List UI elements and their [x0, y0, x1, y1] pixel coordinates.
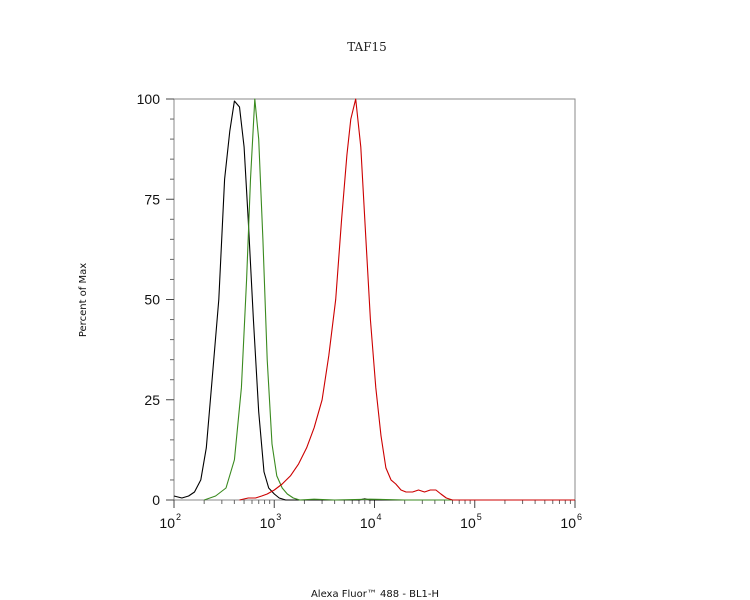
- x-tick-label: 10: [360, 515, 376, 531]
- series-line-1: [173, 100, 575, 501]
- y-tick-label: 0: [152, 492, 160, 508]
- y-tick-label: 100: [137, 91, 161, 107]
- x-tick-exponent: 2: [176, 512, 181, 522]
- x-tick-exponent: 5: [477, 512, 482, 522]
- series-line-2: [204, 98, 575, 501]
- x-major-ticks: [173, 500, 576, 508]
- x-tick-labels: 10 2 10 3 10 4 10 5 10 6: [159, 512, 582, 531]
- x-minor-ticks: [203, 500, 571, 504]
- y-tick-label: 25: [144, 392, 160, 408]
- x-tick-exponent: 4: [377, 512, 382, 522]
- y-axis-label: Percent of Max: [78, 263, 89, 337]
- x-tick-label: 10: [260, 515, 276, 531]
- plot-frame: [173, 98, 576, 501]
- x-tick-label: 10: [460, 515, 476, 531]
- x-tick-exponent: 3: [276, 512, 281, 522]
- series-layer: [173, 98, 575, 501]
- y-minor-ticks: [170, 118, 174, 481]
- y-major-ticks: [166, 98, 174, 501]
- x-tick-label: 10: [159, 515, 175, 531]
- x-axis-label: Alexa Fluor™ 488 - BL1-H: [311, 589, 439, 600]
- series-line-3: [239, 98, 575, 501]
- y-tick-label: 50: [144, 292, 160, 308]
- y-tick-labels: 0 25 50 75 100: [137, 91, 161, 508]
- y-tick-label: 75: [144, 191, 160, 207]
- chart-title: TAF15: [347, 40, 387, 54]
- x-tick-exponent: 6: [577, 512, 582, 522]
- x-tick-label: 10: [560, 515, 576, 531]
